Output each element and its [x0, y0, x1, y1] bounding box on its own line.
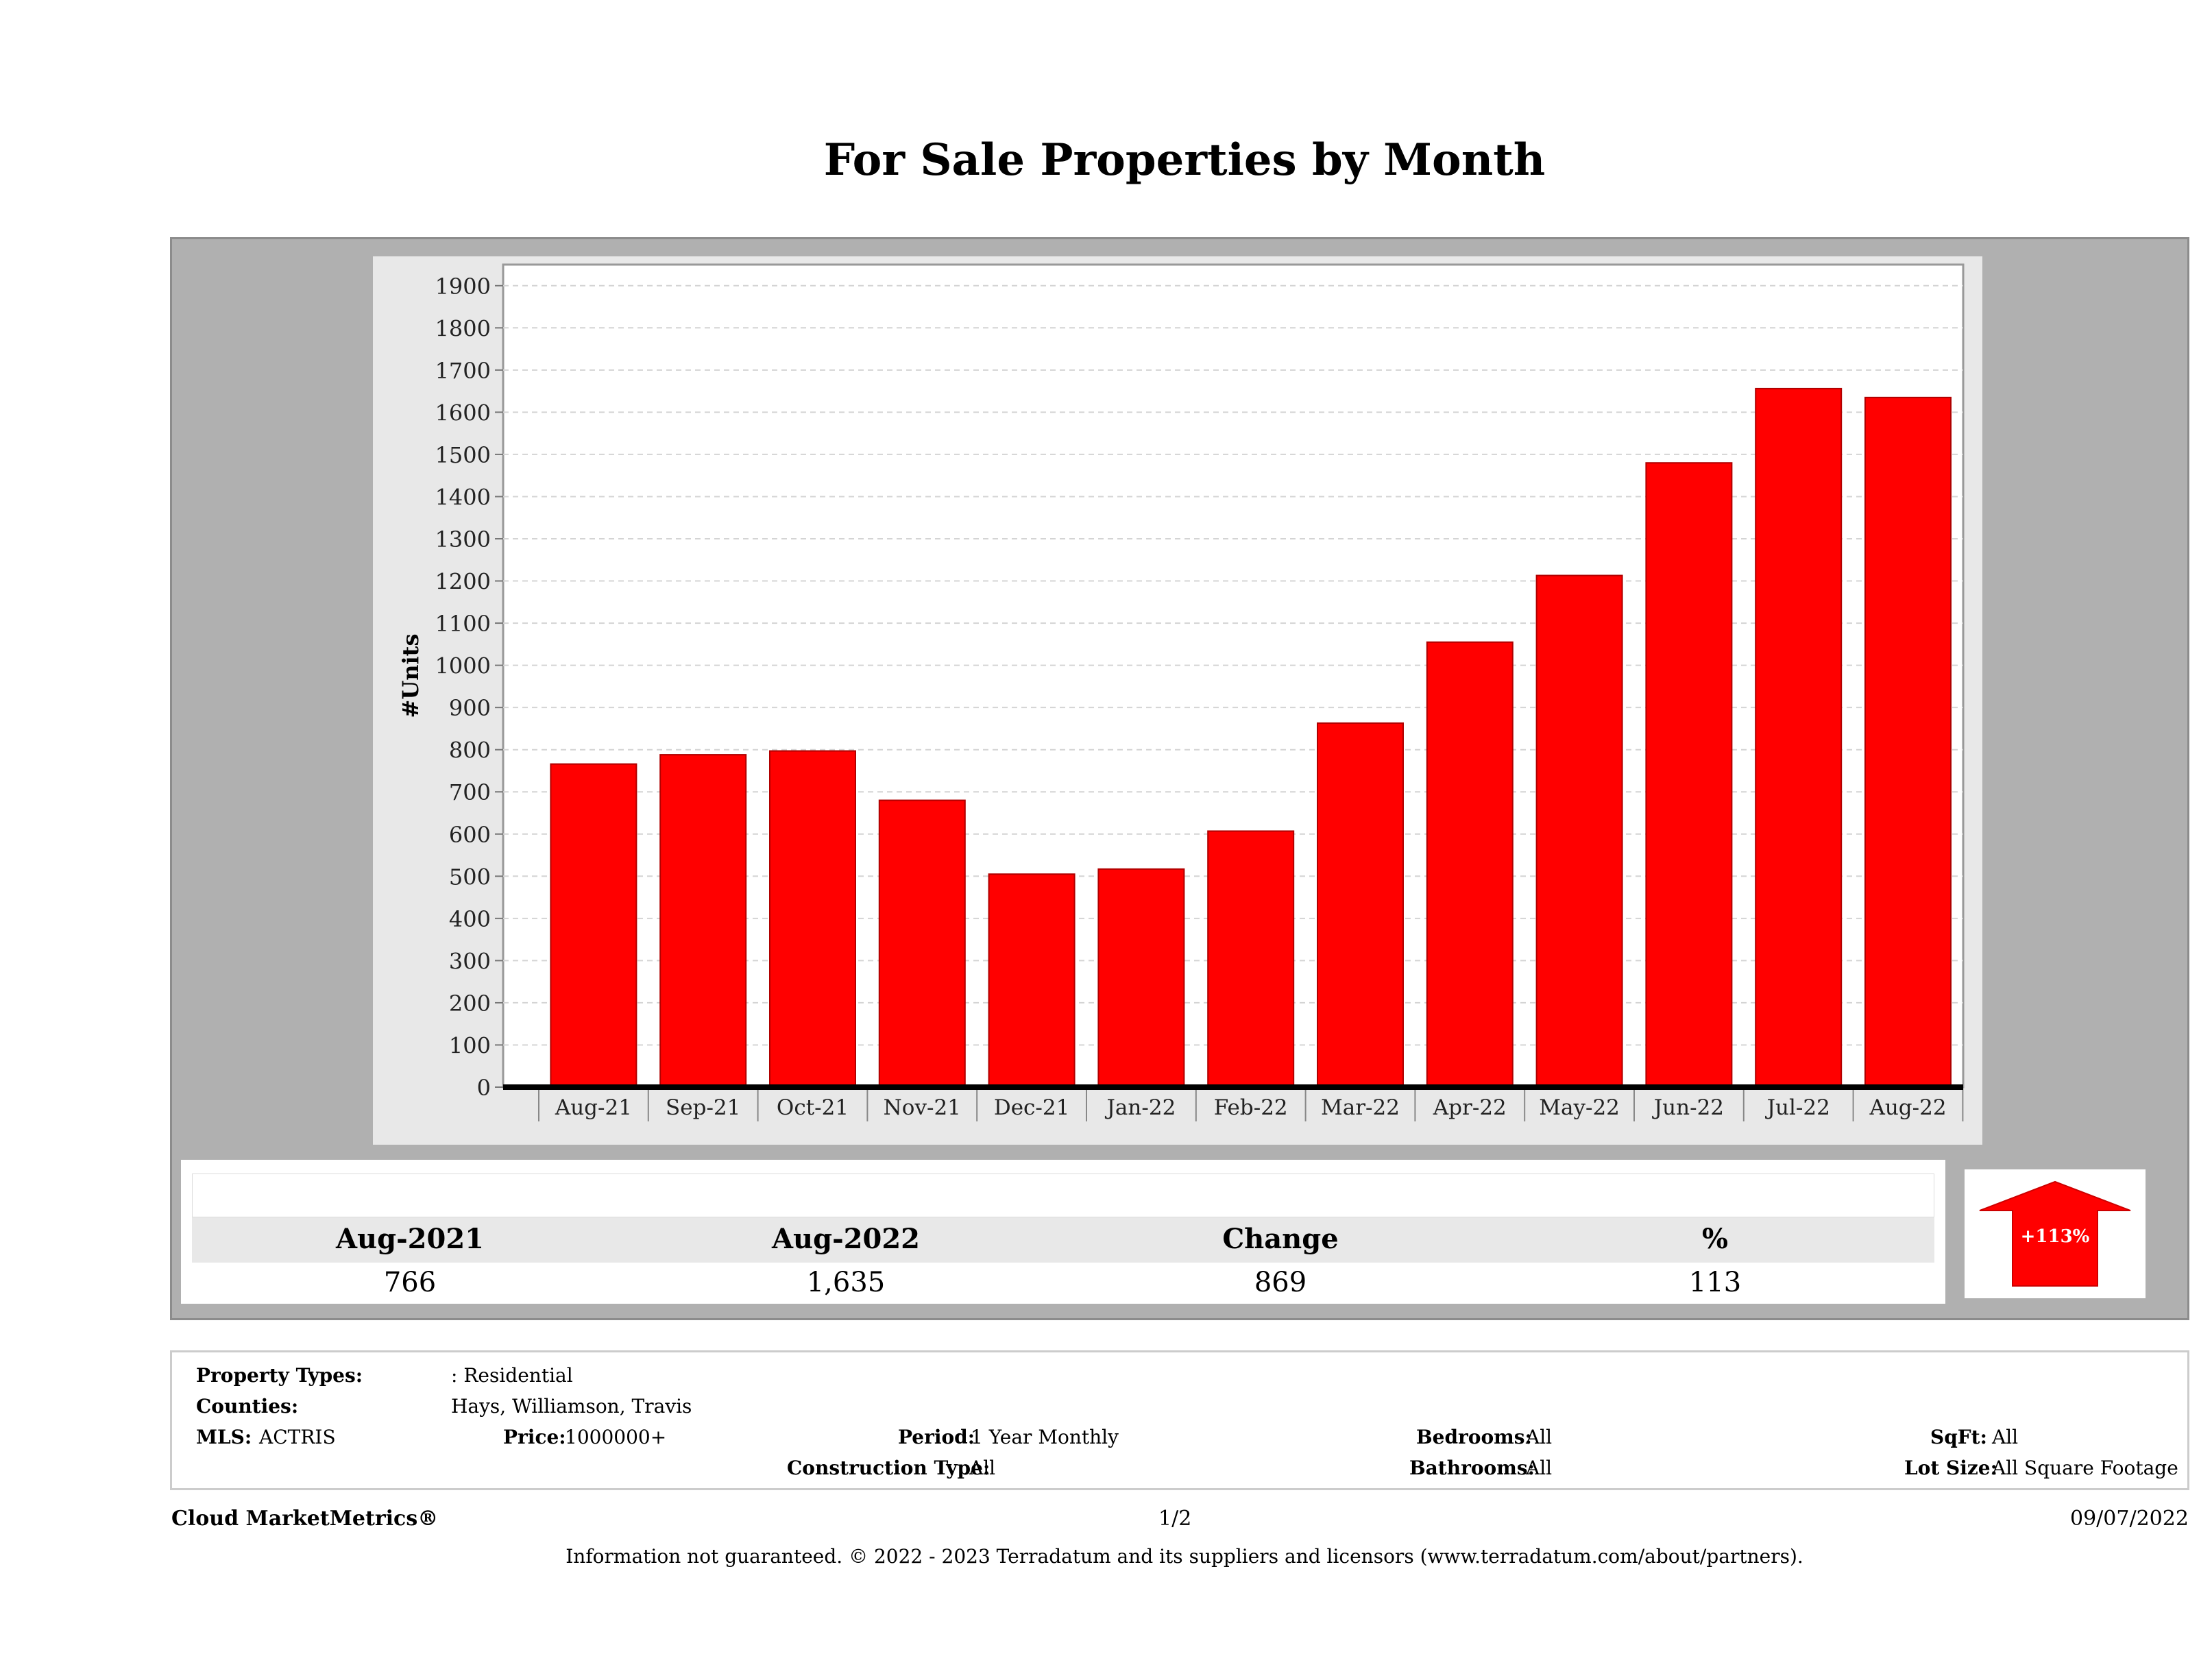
y-tick-label: 1300: [435, 526, 491, 552]
y-tick-label: 100: [449, 1032, 491, 1058]
x-tick-label: Jun-22: [1652, 1095, 1724, 1120]
summary-value-start: 766: [383, 1267, 437, 1298]
y-tick-label: 1200: [435, 569, 491, 595]
y-tick-label: 900: [449, 695, 491, 721]
y-tick-label: 1800: [435, 315, 491, 341]
criteria-panel: [170, 1350, 2189, 1490]
footer-page-number: 1/2: [1158, 1507, 1192, 1531]
y-tick-label: 1900: [435, 273, 491, 300]
sqft-label: SqFt:: [1930, 1426, 1987, 1448]
summary-header-end: Aug-2022: [771, 1223, 920, 1255]
x-tick-label: Apr-22: [1433, 1095, 1507, 1120]
construction-type-label: Construction Type:: [787, 1457, 990, 1479]
bar: [1426, 641, 1514, 1088]
bedrooms-value: All: [1526, 1426, 1553, 1448]
summary-header-row: [192, 1217, 1934, 1263]
x-tick-label: Aug-21: [555, 1095, 632, 1120]
bar-chart: 0 100 200 300 400 500 600 700 800 900 1000 1100 1200…: [398, 263, 1965, 1121]
summary-header-percent: %: [1701, 1223, 1728, 1255]
property-types-label: Property Types:: [196, 1364, 363, 1387]
bar: [1535, 574, 1623, 1088]
bar: [988, 873, 1075, 1088]
footer-date: 09/07/2022: [2070, 1507, 2189, 1531]
x-tick-label: May-22: [1539, 1095, 1620, 1120]
price-value: 1000000+: [565, 1426, 667, 1448]
bar: [878, 799, 966, 1088]
footer-brand: Cloud MarketMetrics®: [171, 1507, 439, 1531]
footer-disclaimer: Information not guaranteed. © 2022 - 202…: [566, 1545, 1803, 1568]
y-tick-label: 1000: [435, 653, 491, 679]
x-tick-label: Feb-22: [1214, 1095, 1288, 1120]
bar: [1864, 396, 1952, 1089]
summary-header-change: Change: [1222, 1223, 1339, 1255]
summary-blank-row: [192, 1174, 1934, 1217]
bedrooms-label: Bedrooms:: [1416, 1426, 1532, 1448]
x-tick-label: Aug-22: [1869, 1095, 1946, 1120]
y-tick-label: 200: [449, 990, 491, 1017]
up-arrow-icon: +113%: [1979, 1180, 2131, 1287]
construction-type-value: All: [969, 1457, 996, 1479]
y-tick-label: 1100: [435, 611, 491, 637]
y-tick-label: 400: [449, 906, 491, 932]
summary-value-change: 869: [1254, 1267, 1307, 1298]
bar: [1755, 387, 1843, 1088]
y-tick-label: 600: [449, 822, 491, 848]
bar: [1645, 462, 1733, 1088]
x-tick-label: Dec-21: [994, 1095, 1069, 1120]
x-tick-label: Nov-21: [884, 1095, 961, 1120]
bathrooms-label: Bathrooms:: [1409, 1457, 1535, 1479]
bathrooms-value: All: [1526, 1457, 1553, 1479]
mls-value: ACTRIS: [259, 1426, 336, 1448]
y-axis-label: #Units: [398, 634, 424, 718]
sqft-value: All: [1992, 1426, 2019, 1448]
bar: [1097, 868, 1185, 1088]
change-badge-label: +113%: [2021, 1226, 2090, 1247]
bar: [659, 754, 747, 1088]
lot-size-label: Lot Size:: [1904, 1457, 1997, 1479]
counties-value: Hays, Williamson, Travis: [451, 1395, 692, 1418]
mls-label: MLS:: [196, 1426, 252, 1448]
x-tick-label: Jul-22: [1765, 1095, 1830, 1120]
price-label: Price:: [503, 1426, 566, 1448]
x-tick-label: Mar-22: [1321, 1095, 1400, 1120]
y-tick-label: 700: [449, 779, 491, 805]
counties-label: Counties:: [196, 1395, 299, 1418]
y-tick-label: 0: [477, 1075, 491, 1101]
period-value: 1 Year Monthly: [971, 1426, 1119, 1448]
chart-area: 0 100 200 300 400 500 600 700 800 900 1000 1100 1200…: [373, 256, 1982, 1145]
chart-title: For Sale Properties by Month: [823, 134, 1546, 186]
x-tick-label: Jan-22: [1105, 1095, 1176, 1120]
bar: [769, 750, 856, 1088]
bar: [1317, 722, 1404, 1088]
bar: [550, 763, 637, 1088]
x-tick-label: Sep-21: [666, 1095, 740, 1120]
y-tick-label: 1700: [435, 358, 491, 384]
x-tick-label: Oct-21: [777, 1095, 849, 1120]
summary-value-end: 1,635: [806, 1267, 886, 1298]
y-tick-label: 800: [449, 738, 491, 764]
period-label: Period:: [898, 1426, 975, 1448]
change-badge: +113%: [1965, 1169, 2146, 1298]
lot-size-value: All Square Footage: [1992, 1457, 2178, 1479]
y-tick-label: 1400: [435, 484, 491, 510]
property-types-value: : Residential: [451, 1364, 573, 1387]
bar: [1207, 830, 1295, 1088]
summary-header-start: Aug-2021: [335, 1223, 484, 1255]
summary-value-percent: 113: [1688, 1267, 1742, 1298]
y-tick-label: 1500: [435, 442, 491, 468]
y-tick-label: 300: [449, 948, 491, 974]
y-tick-label: 1600: [435, 400, 491, 426]
y-tick-label: 500: [449, 864, 491, 890]
